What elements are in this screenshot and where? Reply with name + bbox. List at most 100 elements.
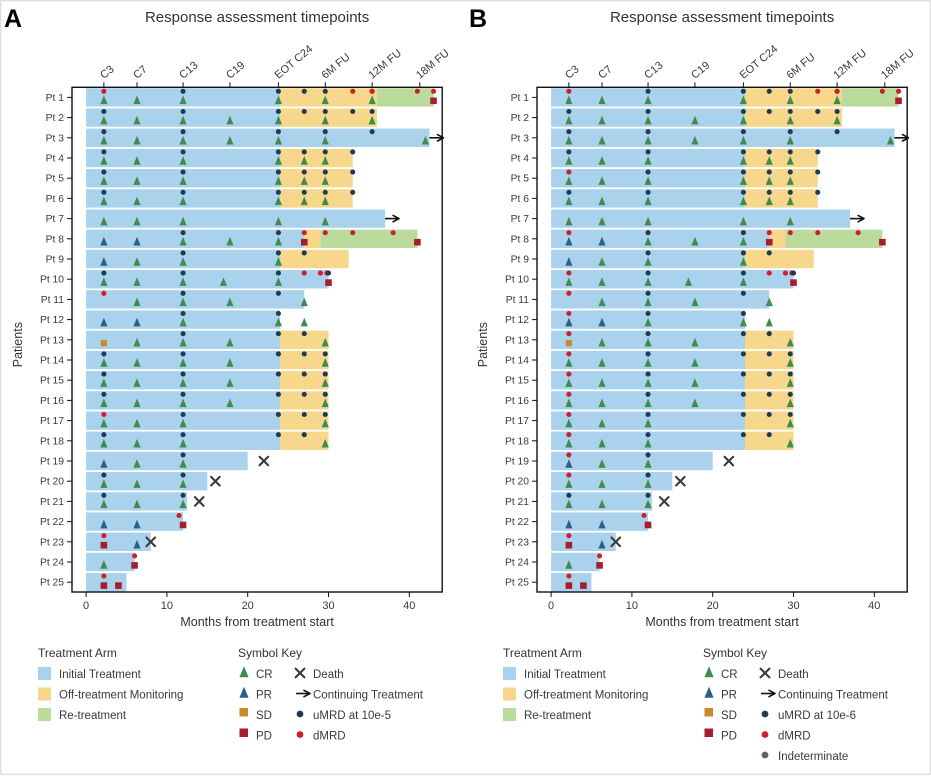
svg-text:40: 40 <box>403 600 415 612</box>
svg-text:Pt 20: Pt 20 <box>505 477 529 488</box>
svg-text:Pt 21: Pt 21 <box>505 497 529 508</box>
svg-text:Pt 23: Pt 23 <box>505 537 529 548</box>
svg-text:Pt 1: Pt 1 <box>511 93 530 104</box>
svg-text:A: A <box>4 5 22 33</box>
svg-text:Pt 17: Pt 17 <box>40 416 64 427</box>
svg-text:10: 10 <box>626 600 638 612</box>
svg-text:Pt 24: Pt 24 <box>40 558 64 569</box>
svg-text:6M FU: 6M FU <box>319 51 352 81</box>
svg-text:Pt 19: Pt 19 <box>505 457 529 468</box>
svg-text:Pt 24: Pt 24 <box>505 558 529 569</box>
svg-text:Continuing Treatment: Continuing Treatment <box>313 690 424 702</box>
svg-text:Pt 15: Pt 15 <box>505 376 529 387</box>
svg-text:Pt 8: Pt 8 <box>46 234 65 245</box>
svg-text:Treatment Arm: Treatment Arm <box>38 646 117 660</box>
svg-text:Initial Treatment: Initial Treatment <box>524 669 607 681</box>
svg-text:Pt 16: Pt 16 <box>40 396 64 407</box>
svg-text:Treatment Arm: Treatment Arm <box>503 646 582 660</box>
svg-text:Pt 23: Pt 23 <box>40 537 64 548</box>
svg-text:6M FU: 6M FU <box>784 51 817 81</box>
svg-text:Death: Death <box>778 669 809 681</box>
svg-text:Pt 13: Pt 13 <box>40 335 64 346</box>
svg-text:Symbol Key: Symbol Key <box>238 646 302 660</box>
svg-text:Patients: Patients <box>11 322 25 367</box>
svg-text:EOT C24: EOT C24 <box>273 43 316 82</box>
svg-text:uMRD at 10e-5: uMRD at 10e-5 <box>313 710 391 722</box>
svg-text:18M FU: 18M FU <box>414 47 452 81</box>
svg-text:dMRD: dMRD <box>778 731 811 743</box>
svg-text:Pt 22: Pt 22 <box>40 517 64 528</box>
svg-text:30: 30 <box>787 600 799 612</box>
svg-text:Pt 18: Pt 18 <box>40 436 64 447</box>
svg-text:20: 20 <box>707 600 719 612</box>
svg-text:Continuing Treatment: Continuing Treatment <box>778 690 889 702</box>
svg-text:Pt 3: Pt 3 <box>46 133 65 144</box>
svg-text:Pt 25: Pt 25 <box>40 578 64 589</box>
svg-text:C13: C13 <box>177 59 200 81</box>
svg-text:Pt 10: Pt 10 <box>40 275 64 286</box>
svg-text:C3: C3 <box>563 63 581 81</box>
svg-text:C13: C13 <box>642 59 665 81</box>
svg-text:Pt 16: Pt 16 <box>505 396 529 407</box>
svg-text:Pt 17: Pt 17 <box>505 416 529 427</box>
svg-text:Pt 7: Pt 7 <box>46 214 65 225</box>
svg-text:Response assessment timepoints: Response assessment timepoints <box>610 9 834 26</box>
svg-text:CR: CR <box>721 669 738 681</box>
svg-text:dMRD: dMRD <box>313 731 346 743</box>
svg-text:Pt 15: Pt 15 <box>40 376 64 387</box>
svg-text:Pt 2: Pt 2 <box>511 113 530 124</box>
svg-text:Pt 2: Pt 2 <box>46 113 65 124</box>
svg-text:Pt 22: Pt 22 <box>505 517 529 528</box>
svg-text:Pt 21: Pt 21 <box>40 497 64 508</box>
svg-text:Pt 13: Pt 13 <box>505 335 529 346</box>
svg-text:Off-treatment Monitoring: Off-treatment Monitoring <box>59 690 183 702</box>
svg-text:18M FU: 18M FU <box>879 47 917 81</box>
svg-text:Pt 3: Pt 3 <box>511 133 530 144</box>
svg-text:Pt 4: Pt 4 <box>46 154 65 165</box>
svg-text:Re-treatment: Re-treatment <box>59 710 127 722</box>
svg-text:C19: C19 <box>224 59 247 81</box>
svg-text:CR: CR <box>256 669 273 681</box>
svg-text:10: 10 <box>161 600 173 612</box>
svg-text:SD: SD <box>256 710 272 722</box>
svg-text:SD: SD <box>721 710 737 722</box>
svg-text:PR: PR <box>721 690 737 702</box>
svg-text:Pt 11: Pt 11 <box>506 295 530 306</box>
svg-text:PD: PD <box>721 731 737 743</box>
svg-text:Pt 5: Pt 5 <box>511 174 530 185</box>
svg-text:Pt 12: Pt 12 <box>505 315 529 326</box>
svg-text:Pt 10: Pt 10 <box>505 275 529 286</box>
svg-text:Pt 1: Pt 1 <box>46 93 65 104</box>
svg-text:Response assessment timepoints: Response assessment timepoints <box>145 9 369 26</box>
svg-text:Patients: Patients <box>476 322 490 367</box>
svg-text:Pt 7: Pt 7 <box>511 214 530 225</box>
svg-text:Pt 18: Pt 18 <box>505 436 529 447</box>
svg-text:12M FU: 12M FU <box>366 47 404 81</box>
svg-text:0: 0 <box>83 600 89 612</box>
svg-text:Re-treatment: Re-treatment <box>524 710 592 722</box>
svg-text:Pt 14: Pt 14 <box>505 356 529 367</box>
svg-text:B: B <box>469 5 487 33</box>
svg-text:Death: Death <box>313 669 344 681</box>
svg-text:Pt 25: Pt 25 <box>505 578 529 589</box>
svg-text:0: 0 <box>548 600 554 612</box>
svg-text:Symbol Key: Symbol Key <box>703 646 767 660</box>
svg-text:C3: C3 <box>98 63 116 81</box>
svg-text:C7: C7 <box>596 63 614 81</box>
svg-text:Initial Treatment: Initial Treatment <box>59 669 142 681</box>
svg-text:Pt 6: Pt 6 <box>46 194 65 205</box>
svg-text:Pt 6: Pt 6 <box>511 194 530 205</box>
svg-text:PR: PR <box>256 690 272 702</box>
svg-text:EOT C24: EOT C24 <box>738 43 781 82</box>
svg-text:12M FU: 12M FU <box>831 47 869 81</box>
svg-text:Pt 5: Pt 5 <box>46 174 65 185</box>
svg-text:Off-treatment Monitoring: Off-treatment Monitoring <box>524 690 648 702</box>
svg-text:Pt 8: Pt 8 <box>511 234 530 245</box>
svg-text:PD: PD <box>256 731 272 743</box>
svg-text:40: 40 <box>868 600 880 612</box>
svg-text:uMRD at 10e-6: uMRD at 10e-6 <box>778 710 856 722</box>
svg-text:Pt 4: Pt 4 <box>511 154 530 165</box>
svg-text:Months from treatment start: Months from treatment start <box>180 615 334 629</box>
svg-text:C7: C7 <box>131 63 149 81</box>
svg-text:30: 30 <box>322 600 334 612</box>
